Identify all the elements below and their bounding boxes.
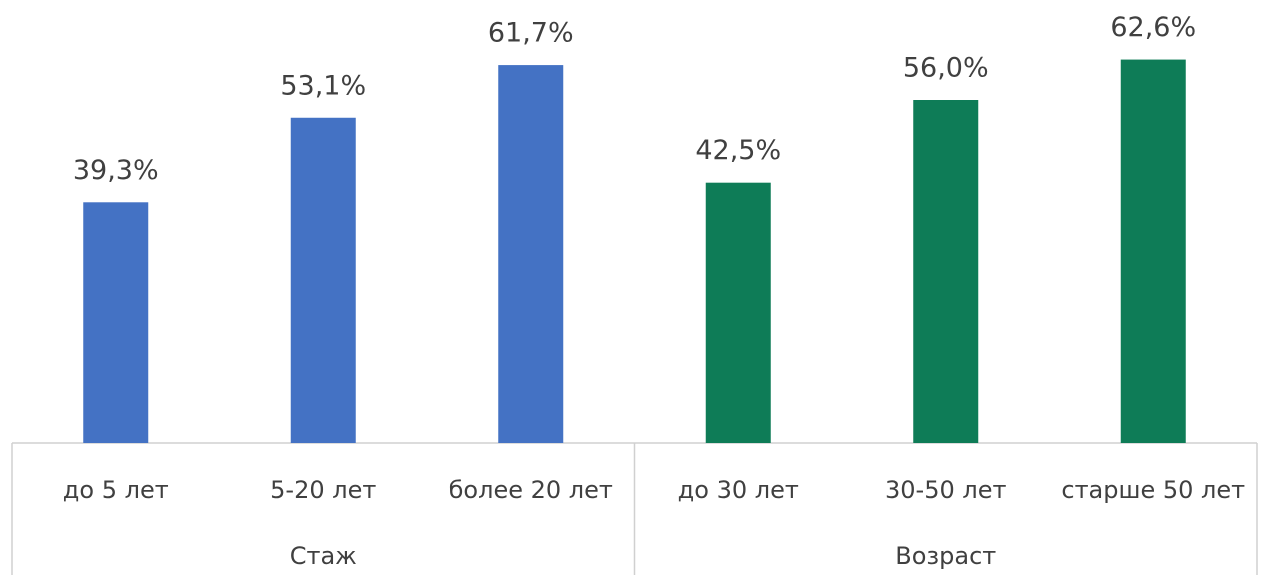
- bar: [705, 182, 771, 443]
- x-tick-label: до 30 лет: [678, 476, 799, 504]
- bar: [498, 65, 564, 444]
- bar: [290, 117, 356, 443]
- x-tick-label: старше 50 лет: [1061, 476, 1245, 504]
- x-tick-label: 5-20 лет: [270, 476, 376, 504]
- group-label: Возраст: [895, 542, 996, 570]
- bar: [83, 202, 149, 443]
- group-label: Стаж: [290, 542, 357, 570]
- value-label: 61,7%: [488, 18, 574, 49]
- bar: [913, 100, 979, 443]
- bar: [1120, 59, 1186, 443]
- value-label: 56,0%: [903, 53, 989, 84]
- value-label: 53,1%: [280, 70, 366, 101]
- x-tick-label: до 5 лет: [63, 476, 169, 504]
- x-tick-label: более 20 лет: [449, 476, 613, 504]
- value-label: 39,3%: [73, 155, 159, 186]
- value-label: 62,6%: [1110, 12, 1196, 43]
- x-tick-label: 30-50 лет: [885, 476, 1006, 504]
- value-label: 42,5%: [695, 135, 781, 166]
